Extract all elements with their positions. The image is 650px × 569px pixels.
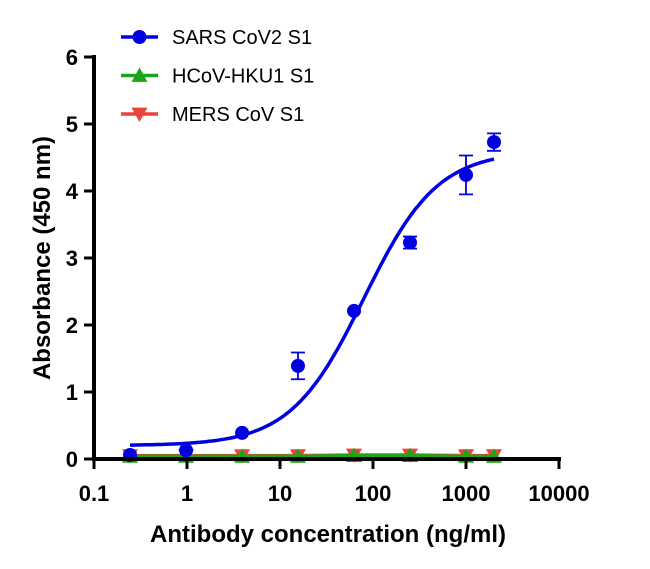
legend: SARS CoV2 S1 HCoV-HKU1 S1 MERS CoV S1 xyxy=(121,27,314,126)
x-tick-label: 1 xyxy=(181,481,193,506)
legend-label: HCoV-HKU1 S1 xyxy=(172,66,314,88)
legend-marker xyxy=(131,107,148,122)
y-tick-label: 4 xyxy=(66,179,79,204)
data-point xyxy=(347,303,362,318)
y-axis-title: Absorbance (450 nm) xyxy=(29,136,56,380)
legend-item: SARS CoV2 S1 xyxy=(121,27,312,49)
data-point xyxy=(290,358,305,373)
y-tick-label: 6 xyxy=(66,45,78,70)
data-point xyxy=(486,135,501,150)
axes: 0.1 1 10 100 1000 10000 0 1 2 3 4 5 6 xyxy=(66,45,590,506)
y-tick-label: 0 xyxy=(66,447,78,472)
legend-label: MERS CoV S1 xyxy=(172,104,304,126)
y-tick-label: 3 xyxy=(66,246,78,271)
data-point xyxy=(179,443,194,458)
x-tick-label: 100 xyxy=(355,481,392,506)
y-tick-label: 5 xyxy=(66,112,78,137)
y-tick-label: 1 xyxy=(66,380,78,405)
fit-curve xyxy=(130,157,495,447)
y-tick-label: 2 xyxy=(66,313,78,338)
series-line xyxy=(130,453,494,459)
plot-area xyxy=(122,132,502,464)
legend-label: SARS CoV2 S1 xyxy=(172,27,312,49)
legend-item: HCoV-HKU1 S1 xyxy=(121,66,314,88)
x-tick-label: 0.1 xyxy=(79,481,110,506)
legend-marker xyxy=(132,30,147,44)
legend-item: MERS CoV S1 xyxy=(121,104,304,126)
x-tick-label: 1000 xyxy=(442,481,491,506)
x-axis-title: Antibody concentration (ng/ml) xyxy=(150,521,506,548)
series-sars-cov2-s1 xyxy=(123,132,501,462)
x-tick-label: 10000 xyxy=(528,481,589,506)
data-point xyxy=(459,167,473,182)
data-point xyxy=(403,235,418,250)
legend-marker xyxy=(131,67,148,82)
data-point xyxy=(235,425,250,440)
x-tick-label: 10 xyxy=(268,481,292,506)
